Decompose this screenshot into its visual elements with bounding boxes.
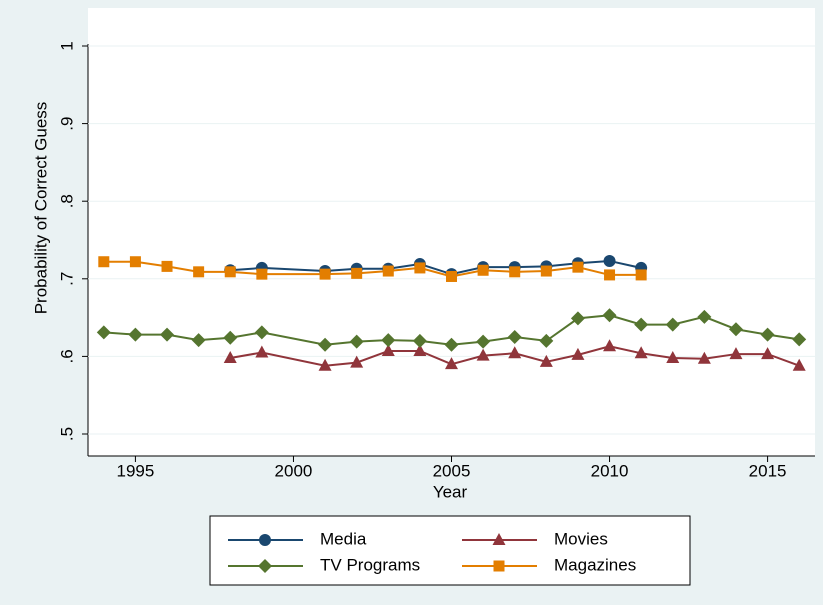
data-point: [161, 260, 173, 272]
y-tick-label: .7: [57, 272, 76, 286]
data-point: [129, 256, 141, 268]
plot-area: [88, 8, 815, 456]
data-point: [635, 269, 647, 281]
data-point: [349, 334, 364, 349]
data-point: [193, 266, 205, 278]
data-point: [634, 346, 648, 359]
data-point: [634, 317, 649, 332]
data-point: [477, 264, 489, 276]
data-point: [728, 322, 743, 337]
data-point: [98, 256, 110, 268]
x-tick-label: 2010: [591, 461, 629, 480]
y-tick-label: .9: [57, 117, 76, 131]
data-point: [540, 265, 552, 277]
data-point: [509, 266, 521, 278]
legend: [209, 515, 691, 586]
data-point: [445, 357, 458, 370]
data-point: [792, 358, 806, 371]
legend-marker: [492, 533, 506, 545]
series-line: [230, 345, 800, 367]
series-line: [103, 314, 800, 346]
legend-marker: [258, 559, 272, 573]
legend-label: Media: [320, 529, 367, 548]
y-tick-label: 1: [57, 41, 76, 50]
data-point: [414, 262, 426, 274]
data-point: [603, 339, 617, 352]
data-point: [476, 334, 491, 349]
x-tick-label: 1995: [116, 461, 154, 480]
data-point: [572, 261, 584, 273]
data-point: [603, 254, 616, 267]
x-tick-label: 2015: [749, 461, 787, 480]
data-point: [412, 333, 427, 348]
data-point: [128, 327, 143, 342]
data-point: [319, 268, 331, 280]
data-point: [382, 265, 394, 277]
data-point: [792, 332, 807, 347]
data-point: [602, 308, 617, 323]
legend-marker: [493, 560, 505, 572]
legend-label: Movies: [554, 529, 608, 548]
data-point: [318, 358, 332, 371]
data-point: [697, 351, 711, 364]
legend-marker: [259, 534, 271, 546]
data-point: [223, 330, 238, 345]
x-tick-label: 2000: [275, 461, 313, 480]
data-point: [476, 348, 490, 361]
data-point: [729, 347, 743, 360]
data-point: [539, 354, 553, 367]
data-point: [604, 269, 616, 281]
data-point: [508, 346, 522, 359]
data-point: [96, 325, 111, 340]
data-point: [381, 343, 395, 356]
legend-label: TV Programs: [320, 555, 420, 574]
data-point: [761, 347, 775, 360]
data-point: [381, 333, 396, 348]
data-point: [256, 268, 268, 280]
data-point: [318, 337, 333, 352]
data-point: [507, 330, 522, 344]
data-point: [160, 327, 175, 342]
data-point: [351, 267, 363, 279]
y-tick-label: .5: [57, 427, 76, 441]
data-point: [254, 325, 269, 340]
x-axis-label: Year: [433, 482, 468, 501]
data-point: [191, 333, 206, 348]
data-point: [444, 337, 459, 352]
data-point: [571, 347, 585, 360]
data-point: [446, 270, 457, 282]
data-point: [665, 317, 680, 332]
data-point: [539, 333, 554, 348]
data-point: [760, 327, 775, 342]
y-tick-label: .8: [57, 194, 76, 208]
y-axis-label: Probability of Correct Guess: [31, 102, 50, 315]
data-point: [255, 345, 269, 358]
y-tick-label: .6: [57, 349, 76, 363]
data-point: [697, 309, 712, 324]
x-tick-label: 2005: [433, 461, 471, 480]
legend-label: Magazines: [554, 555, 636, 574]
data-point: [413, 343, 427, 356]
data-point: [224, 266, 236, 278]
data-point: [350, 355, 364, 368]
data-point: [570, 311, 585, 326]
data-point: [223, 350, 237, 363]
data-point: [666, 350, 680, 363]
